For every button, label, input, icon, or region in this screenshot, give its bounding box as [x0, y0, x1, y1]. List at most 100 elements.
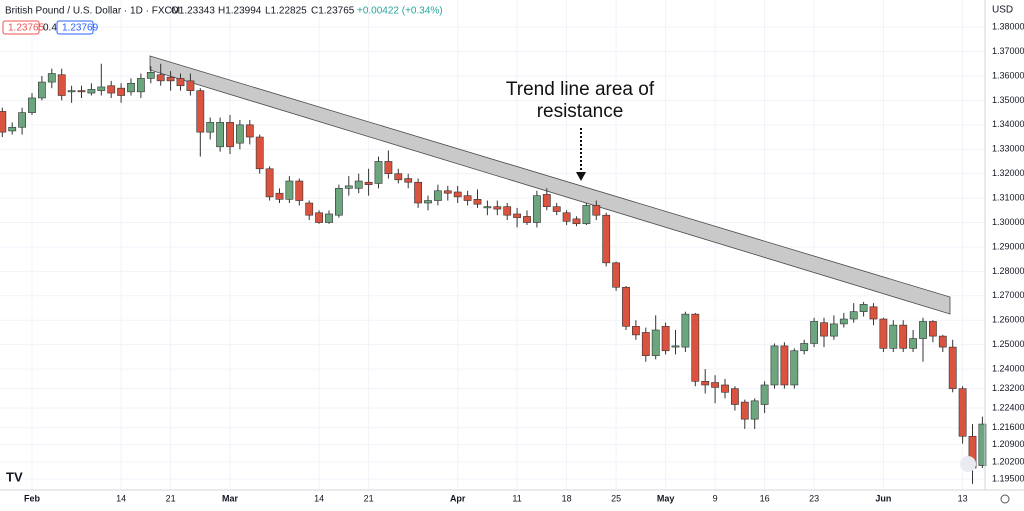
candle-body: [97, 86, 106, 91]
candle-body: [711, 382, 719, 388]
candle-body: [958, 388, 967, 437]
candle-body: [671, 345, 680, 348]
candle-body: [879, 318, 888, 349]
candle-body: [206, 122, 215, 133]
candle-body: [37, 81, 46, 99]
candle-body: [424, 200, 432, 204]
y-tick-label: 1.34000: [992, 119, 1024, 129]
y-tick-label: 1.23200: [992, 383, 1024, 393]
candle-body: [532, 195, 541, 223]
x-tick-label: 14: [314, 493, 324, 503]
x-tick-label: May: [657, 493, 675, 503]
candle-body: [820, 322, 828, 337]
candle-body: [919, 321, 927, 339]
candle-body: [295, 180, 304, 201]
grid: [0, 0, 985, 490]
candle-body: [364, 181, 373, 185]
candle-body: [701, 381, 710, 386]
annotation: resistance: [537, 101, 624, 122]
y-tick-label: 1.28000: [992, 266, 1024, 276]
logo: TV: [6, 469, 23, 484]
candle-body: [8, 126, 17, 132]
y-tick-label: 1.29000: [992, 241, 1024, 251]
candle-body: [552, 206, 561, 212]
x-tick-label: 21: [166, 493, 176, 503]
candle-body: [849, 311, 858, 320]
y-tick-label: 1.35000: [992, 95, 1024, 105]
candle-body: [137, 78, 145, 93]
candle-body: [513, 213, 521, 218]
candle-body: [493, 206, 502, 210]
candle-body: [226, 122, 234, 148]
candle-body: [57, 74, 66, 96]
ask-box[interactable]: [56, 20, 94, 35]
candle-body: [978, 423, 987, 466]
candle-body: [394, 173, 403, 181]
x-tick-label: 25: [611, 493, 621, 503]
candle-body: [661, 326, 670, 352]
x-tick-label: 16: [760, 493, 770, 503]
candle-body: [503, 206, 512, 216]
candle-body: [622, 286, 630, 327]
candle-body: [384, 161, 393, 174]
candle-body: [245, 124, 254, 138]
ohlc-open: O1.23343: [171, 6, 215, 17]
x-tick-label: Jun: [875, 493, 891, 503]
bid-box[interactable]: [2, 20, 40, 35]
candle-body: [315, 212, 323, 223]
candle-body: [87, 89, 96, 94]
y-tick-label: 1.38000: [992, 21, 1024, 31]
candle-body: [146, 72, 155, 79]
candle-body: [344, 185, 353, 189]
candle-body: [473, 199, 482, 205]
y-tick-label: 1.30000: [992, 217, 1024, 227]
candle-body: [47, 73, 56, 83]
candle-body: [176, 78, 185, 87]
candle-body: [909, 338, 917, 349]
candle-body: [325, 213, 333, 223]
candle-body: [443, 190, 452, 194]
candle-body: [18, 112, 26, 128]
x-tick-label: Apr: [450, 493, 466, 503]
x-tick-label: Feb: [24, 493, 41, 503]
candle-body: [275, 192, 284, 200]
candle-body: [740, 401, 749, 420]
candle-body: [196, 90, 205, 133]
candle-body: [800, 343, 809, 352]
candle-body: [453, 191, 462, 198]
candle-body: [107, 85, 116, 94]
x-tick-label: 9: [713, 493, 718, 503]
ohlc-high: H1.23994: [218, 6, 262, 17]
y-tick-label: 1.22400: [992, 403, 1024, 413]
y-tick-label: 1.27000: [992, 290, 1024, 300]
candle-body: [750, 400, 759, 420]
candle-body: [572, 218, 581, 225]
x-tick-label: 23: [809, 493, 819, 503]
annotation: Trend line area of: [506, 79, 655, 100]
y-tick-label: 1.25000: [992, 339, 1024, 349]
candle-body: [285, 180, 294, 200]
candle-body: [770, 345, 779, 386]
candle-body: [562, 212, 571, 222]
candle-body: [691, 313, 700, 382]
candle-body: [334, 188, 343, 216]
scroll-button[interactable]: [960, 456, 976, 472]
candle-body: [730, 388, 739, 405]
settings-button[interactable]: [1000, 494, 1010, 504]
candle-body: [899, 324, 908, 349]
x-tick-label: Mar: [222, 493, 239, 503]
trend-band: [149, 55, 951, 315]
candle-body: [681, 313, 690, 348]
candle-body: [592, 205, 601, 216]
candle-body: [77, 90, 86, 93]
x-tick-label: 13: [958, 493, 968, 503]
candle-body: [127, 82, 135, 93]
arrow-head: [576, 172, 586, 181]
y-tick-label: 1.19500: [992, 473, 1024, 483]
x-tick-label: 14: [116, 493, 126, 503]
candle-body: [938, 335, 947, 348]
y-tick-label: 1.24000: [992, 363, 1024, 373]
candle-body: [305, 202, 314, 216]
y-tick-label: 1.36000: [992, 70, 1024, 80]
